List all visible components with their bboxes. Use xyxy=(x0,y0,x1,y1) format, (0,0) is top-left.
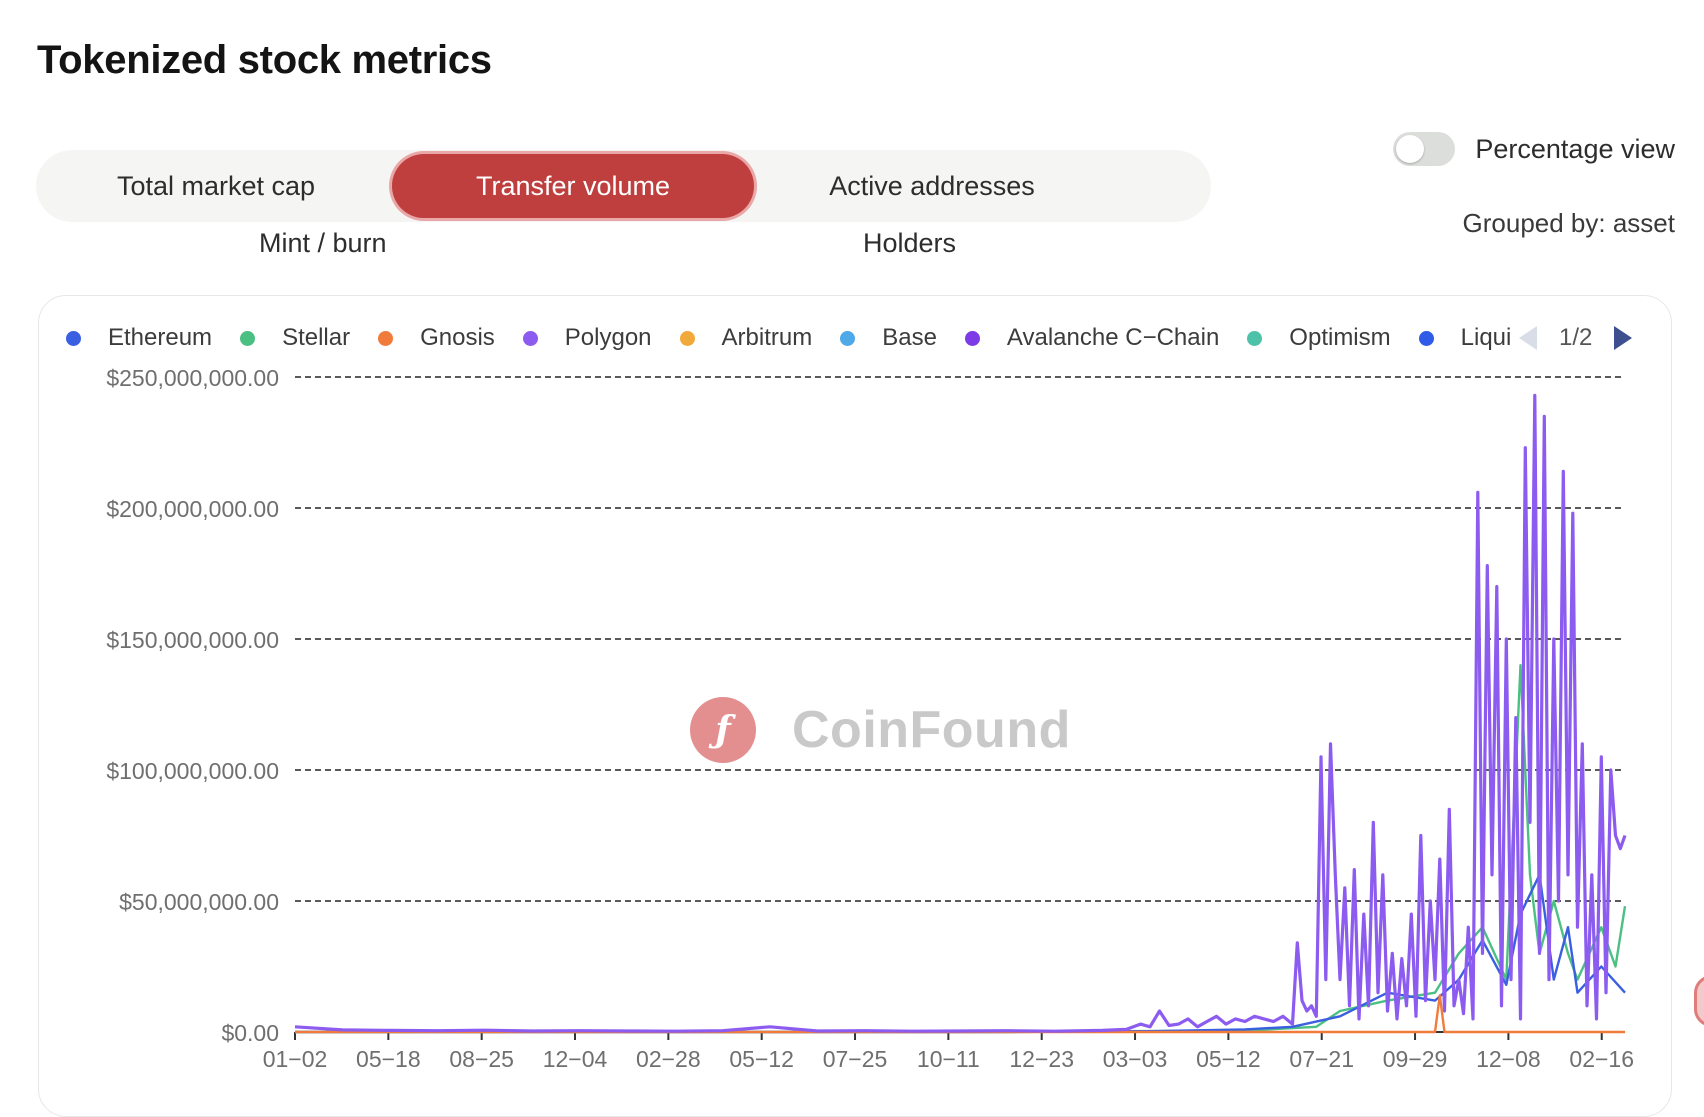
legend-item[interactable]: Polygon xyxy=(522,324,652,352)
legend-label: Optimism xyxy=(1289,324,1391,351)
legend-page-indicator: 1/2 xyxy=(1559,324,1593,351)
page-title: Tokenized stock metrics xyxy=(37,38,492,82)
legend-label: Liquid Netw xyxy=(1460,324,1511,351)
legend-item[interactable]: Optimism xyxy=(1247,324,1391,352)
x-tick-label: 02−28 xyxy=(636,1046,701,1072)
legend-dot-icon xyxy=(378,330,394,346)
y-tick-label: $250,000,000.00 xyxy=(106,365,279,391)
legend-item[interactable]: Arbitrum xyxy=(679,324,813,352)
legend-item[interactable]: Liquid Netw xyxy=(1418,324,1511,352)
x-tick-label: 12−04 xyxy=(543,1046,608,1072)
tab-transfer-volume[interactable]: Transfer volume xyxy=(392,154,754,218)
series-line-polygon xyxy=(294,393,1627,1033)
legend-dot-icon xyxy=(240,330,256,346)
x-tick-label: 05−12 xyxy=(1196,1046,1261,1072)
x-tick-label: 07−21 xyxy=(1289,1046,1354,1072)
legend-prev-icon[interactable] xyxy=(1519,326,1537,350)
legend-label: Stellar xyxy=(282,324,351,351)
legend-items: Ethereum Stellar Gnosis Polygon Arbitrum Base… xyxy=(66,324,1511,352)
toggle-knob xyxy=(1396,135,1425,163)
watermark-text: CoinFound xyxy=(792,701,1071,759)
legend-dot-icon xyxy=(964,330,980,346)
legend-item[interactable]: Stellar xyxy=(240,324,350,352)
legend-pager: 1/2 xyxy=(1519,324,1633,352)
legend-item[interactable]: Base xyxy=(840,324,937,352)
percentage-view-control: Percentage view xyxy=(1393,132,1675,166)
percentage-view-toggle[interactable] xyxy=(1393,132,1456,166)
watermark: ƒ CoinFound xyxy=(690,697,1071,763)
legend-label: Polygon xyxy=(564,324,652,351)
percentage-view-label: Percentage view xyxy=(1475,133,1675,164)
legend-dot-icon xyxy=(840,330,856,346)
y-tick-label: $150,000,000.00 xyxy=(106,627,279,653)
legend-dot-icon xyxy=(1247,330,1263,346)
tab-active-addresses[interactable]: Active addresses xyxy=(752,150,1112,222)
legend-dot-icon xyxy=(522,330,538,346)
y-tick-label: $0.00 xyxy=(221,1020,279,1046)
x-tick-label: 05−12 xyxy=(729,1046,794,1072)
y-tick-label: $100,000,000.00 xyxy=(106,758,279,784)
legend-item[interactable]: Ethereum xyxy=(66,324,212,352)
tab-holders[interactable]: Holders xyxy=(863,228,957,258)
y-tick-label: $200,000,000.00 xyxy=(106,496,279,522)
metric-tabs: Total market cap Transfer volume Active … xyxy=(36,150,1211,222)
tab-mint-burn[interactable]: Mint / burn xyxy=(259,228,387,258)
legend-dot-icon xyxy=(1418,330,1434,346)
x-tick-label: 09−29 xyxy=(1383,1046,1448,1072)
x-tick-label: 07−25 xyxy=(823,1046,888,1072)
x-tick-label: 02−16 xyxy=(1569,1046,1634,1072)
legend-label: Avalanche C−Chain xyxy=(1006,324,1220,351)
legend-label: Arbitrum xyxy=(721,324,813,351)
x-tick-label: 08−25 xyxy=(449,1046,514,1072)
transfer-volume-chart: $0.00 $50,000,000.00 $100,000,000.00 $150,0… xyxy=(106,365,1634,1072)
x-tick-label: 10−11 xyxy=(917,1046,980,1072)
x-tick-label: 03−03 xyxy=(1103,1046,1168,1072)
x-tick-label: 01−02 xyxy=(263,1046,328,1072)
tab-total-market-cap[interactable]: Total market cap xyxy=(36,150,396,222)
x-tick-label: 12−23 xyxy=(1009,1046,1074,1072)
legend-dot-icon xyxy=(66,330,81,346)
legend-next-icon[interactable] xyxy=(1614,326,1633,350)
chart-legend: Ethereum Stellar Gnosis Polygon Arbitrum Base… xyxy=(66,320,1636,356)
y-tick-label: $50,000,000.00 xyxy=(119,889,279,915)
legend-label: Ethereum xyxy=(108,324,213,351)
legend-label: Base xyxy=(882,324,937,351)
legend-dot-icon xyxy=(679,330,695,346)
legend-item[interactable]: Avalanche C−Chain xyxy=(964,324,1220,352)
grouped-by-label: Grouped by: asset xyxy=(1462,208,1675,238)
x-tick-label: 05−18 xyxy=(356,1046,421,1072)
x-tick-label: 12−08 xyxy=(1476,1046,1541,1072)
coinfound-logo-icon: ƒ xyxy=(690,697,756,763)
legend-label: Gnosis xyxy=(420,324,495,351)
legend-item[interactable]: Gnosis xyxy=(378,324,495,352)
